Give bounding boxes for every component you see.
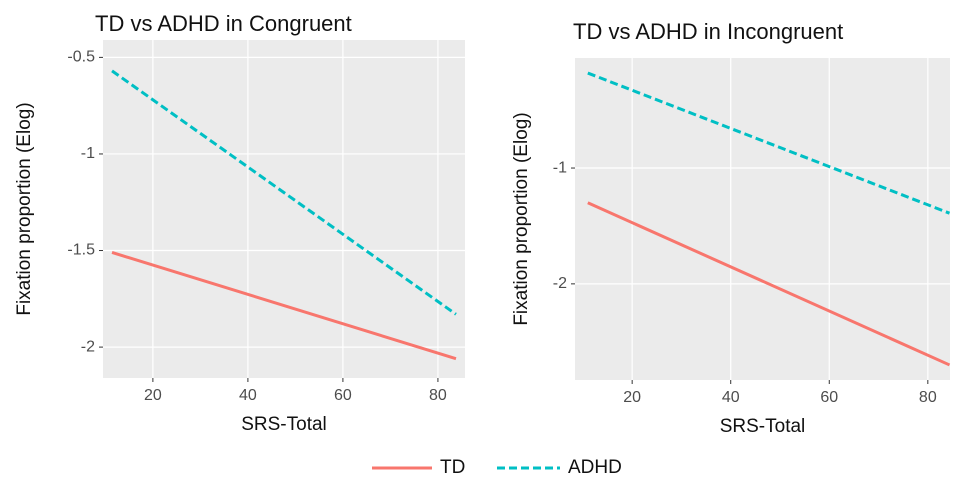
y-tick-label: -1 <box>81 145 95 162</box>
x-tick-label: 20 <box>144 387 162 404</box>
y-tick-label: -1 <box>553 159 567 176</box>
line <box>111 251 457 361</box>
line <box>111 69 457 316</box>
chart-title: TD vs ADHD in Congruent <box>95 11 352 36</box>
line <box>587 201 951 367</box>
x-tick-label: 80 <box>429 387 447 404</box>
line <box>587 71 951 215</box>
x-tick-label: 80 <box>919 389 937 406</box>
x-tick-label: 60 <box>334 387 352 404</box>
y-tick-label: -1.5 <box>67 242 95 259</box>
y-axis-title: Fixation proportion (Elog) <box>14 102 35 315</box>
x-tick-label: 20 <box>623 389 641 406</box>
panel <box>575 58 950 380</box>
y-tick-label: -0.5 <box>67 49 95 66</box>
x-tick-label: 60 <box>820 389 838 406</box>
x-tick-label: 40 <box>239 387 257 404</box>
x-tick-label: 40 <box>722 389 740 406</box>
y-axis-title: Fixation proportion (Elog) <box>511 112 532 325</box>
legend-label: TD <box>440 457 465 478</box>
x-axis-title: SRS-Total <box>241 414 327 435</box>
chart-title: TD vs ADHD in Incongruent <box>573 19 843 44</box>
legend-label: ADHD <box>568 457 622 478</box>
y-tick-label: -2 <box>553 275 567 292</box>
y-tick-label: -2 <box>81 338 95 355</box>
panel <box>103 40 465 378</box>
x-axis-title: SRS-Total <box>720 416 806 437</box>
